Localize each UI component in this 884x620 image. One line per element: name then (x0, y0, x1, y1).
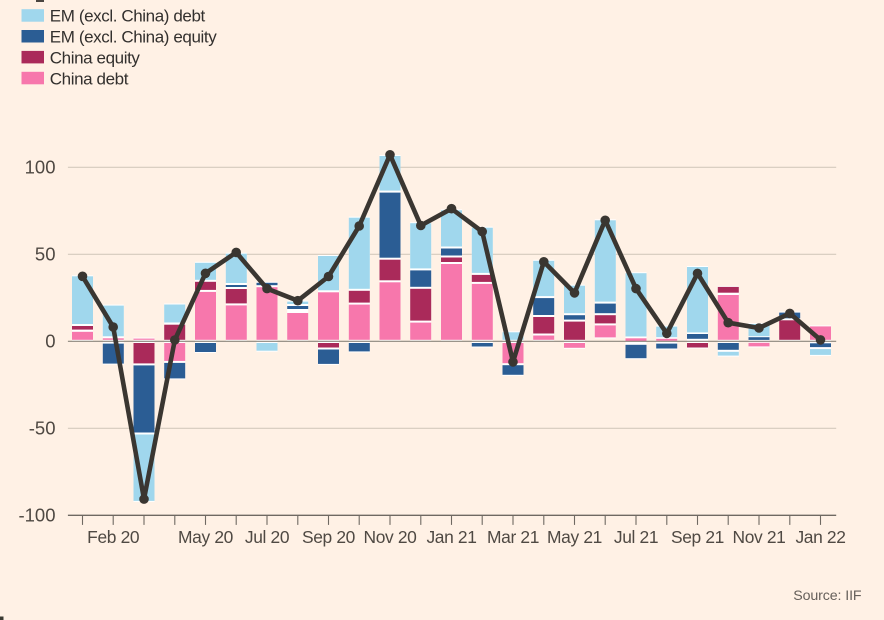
svg-text:Mar 21: Mar 21 (487, 527, 539, 547)
svg-text:0: 0 (45, 331, 55, 352)
svg-text:EM (excl. China) equity: EM (excl. China) equity (50, 28, 217, 47)
svg-text:50: 50 (35, 244, 56, 265)
svg-text:Jul 20: Jul 20 (245, 527, 289, 547)
svg-text:Sep 21: Sep 21 (671, 527, 724, 547)
svg-text:Jul 21: Jul 21 (614, 527, 658, 547)
svg-text:100: 100 (25, 157, 56, 178)
svg-text:Feb 20: Feb 20 (87, 527, 139, 547)
svg-text:-100: -100 (18, 505, 55, 526)
svg-text:May 21: May 21 (547, 527, 602, 547)
svg-text:Jan 22: Jan 22 (795, 527, 845, 547)
svg-text:Jan 21: Jan 21 (426, 527, 476, 547)
svg-text:Nov 20: Nov 20 (363, 527, 416, 547)
svg-text:-50: -50 (29, 418, 56, 439)
svg-text:China debt: China debt (50, 69, 129, 88)
svg-text:Source: IIF: Source: IIF (793, 588, 862, 604)
svg-text:Nov 21: Nov 21 (732, 527, 785, 547)
svg-text:China equity: China equity (50, 48, 141, 67)
svg-text:EM (excl. China) debt: EM (excl. China) debt (50, 7, 206, 26)
svg-text:Sep 20: Sep 20 (302, 527, 355, 547)
svg-text:May 20: May 20 (178, 527, 233, 547)
